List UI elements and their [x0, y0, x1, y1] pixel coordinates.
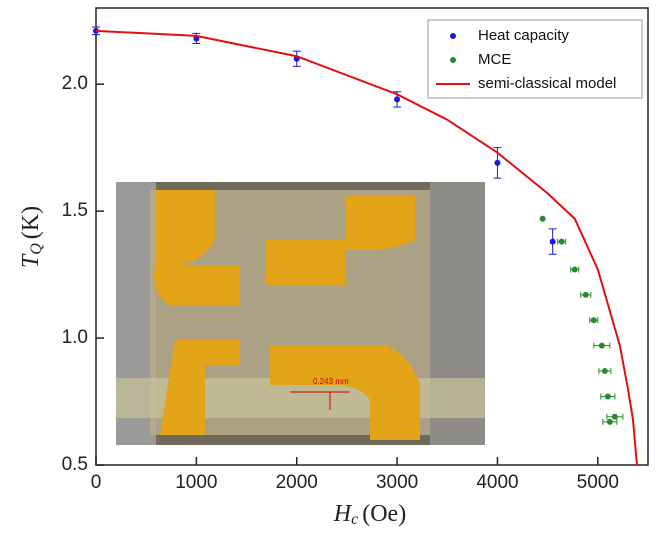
x-axis-label: Hc (Oe)	[333, 501, 406, 528]
data-point	[601, 368, 608, 375]
data-point	[604, 393, 611, 400]
y-tick-label: 1.5	[62, 200, 88, 221]
y-axis-label: TQ (K)	[18, 206, 45, 268]
legend-label: Heat capacity	[478, 27, 569, 44]
x-tick-label: 3000	[376, 472, 418, 493]
data-point	[611, 413, 618, 420]
y-label-unit: (K)	[18, 206, 44, 239]
legend-swatch	[450, 57, 456, 63]
data-point	[590, 317, 597, 324]
x-label-sub: c	[351, 511, 358, 528]
legend-swatch	[450, 33, 456, 39]
data-point	[598, 342, 605, 349]
legend-label: MCE	[478, 51, 511, 68]
data-point	[571, 266, 578, 273]
x-tick-label: 5000	[577, 472, 619, 493]
x-tick-label: 1000	[175, 472, 217, 493]
data-point	[494, 159, 501, 166]
data-point	[606, 418, 613, 425]
model-line	[95, 29, 638, 466]
y-label-symbol: T	[18, 253, 44, 268]
x-label-symbol: H	[333, 501, 353, 527]
legend-label: semi-classical model	[478, 75, 616, 92]
y-tick-label: 1.0	[62, 327, 88, 348]
x-label-unit: (Oe)	[362, 501, 406, 527]
data-point	[582, 291, 589, 298]
data-point	[394, 96, 401, 103]
data-point	[558, 238, 565, 245]
data-point	[539, 215, 546, 222]
y-tick-label: 2.0	[62, 73, 88, 94]
x-tick-label: 0	[91, 472, 102, 493]
plot-frame	[95, 7, 649, 466]
data-point	[93, 27, 99, 34]
x-tick-label: 2000	[276, 472, 318, 493]
y-tick-label: 0.5	[62, 454, 88, 475]
inset-label: 0.243 mm	[313, 377, 349, 386]
y-label-sub: Q	[28, 243, 45, 255]
inset-photo: 0.243 mm	[116, 182, 485, 445]
data-point	[549, 238, 556, 245]
x-tick-label: 4000	[476, 472, 518, 493]
